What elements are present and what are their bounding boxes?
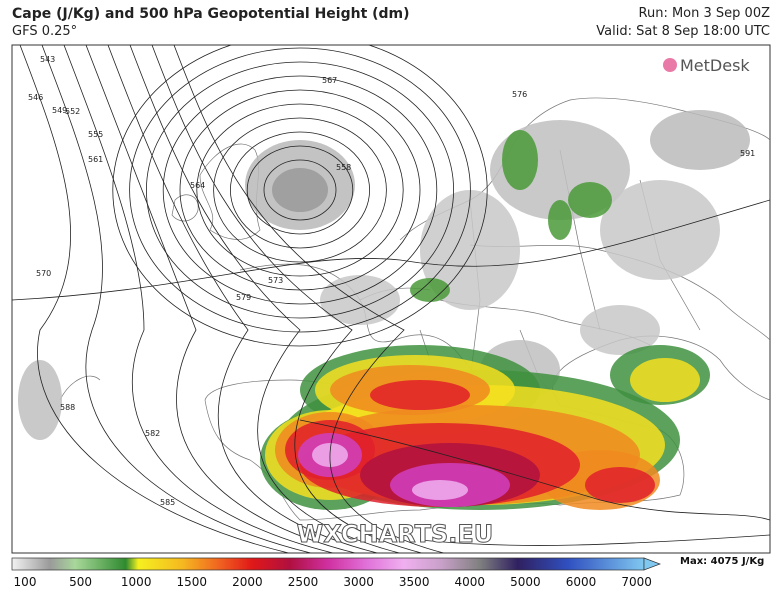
contour-line [162, 75, 438, 305]
coastline [59, 375, 101, 401]
shaded-area [548, 200, 572, 240]
colorbar [11, 557, 645, 571]
colorbar-label: 500 [69, 575, 93, 589]
contour-line [145, 61, 455, 319]
logo-icon [663, 58, 677, 72]
valid-time: Valid: Sat 8 Sep 18:00 UTC [596, 24, 770, 39]
contour-label: 546 [28, 93, 43, 102]
colorbar-label: 2500 [287, 575, 319, 589]
contour-line [173, 45, 446, 553]
shaded-area [568, 182, 612, 218]
shaded-area [600, 180, 720, 280]
colorbar-label: 1000 [120, 575, 152, 589]
shaded-area [412, 480, 468, 500]
shaded-area [580, 305, 660, 355]
contour-label: 543 [40, 55, 55, 64]
logo: MetDesk [680, 56, 750, 75]
contour-label: 549 [52, 106, 67, 115]
colorbar-label: 1500 [176, 575, 208, 589]
shaded-area [410, 278, 450, 302]
contour-line [263, 159, 337, 221]
contour-line [107, 45, 379, 553]
contour-line [12, 199, 770, 301]
contour-line [196, 103, 404, 277]
run-time: Run: Mon 3 Sep 00Z [638, 6, 770, 21]
colorbar-label: 4000 [454, 575, 486, 589]
contour-label: 567 [322, 76, 337, 85]
shaded-area [420, 190, 520, 310]
shaded-area [272, 168, 328, 212]
contour-line [299, 419, 770, 521]
contour-line [19, 45, 291, 553]
colorbar-label: 100 [13, 575, 37, 589]
shaded-area [650, 110, 750, 170]
contour-label: 576 [512, 90, 527, 99]
contour-label: 561 [88, 155, 103, 164]
shaded-area [585, 467, 655, 503]
watermark: WXCHARTS.EU [297, 520, 493, 548]
colorbar-label: 5000 [510, 575, 541, 589]
shaded-area [18, 360, 62, 440]
shaded-area [370, 380, 470, 410]
contour-line [229, 131, 370, 249]
colorbar-label: 2000 [232, 575, 263, 589]
contour-line [85, 45, 357, 553]
shaded-area [502, 130, 538, 190]
contour-label: 555 [88, 130, 103, 139]
shaded-area [630, 358, 700, 402]
coastline [171, 194, 199, 222]
shaded-area [320, 275, 400, 325]
contour-line [129, 45, 402, 553]
colorbar-arrow [643, 557, 661, 571]
title: Cape (J/Kg) and 500 hPa Geopotential Hei… [12, 6, 410, 22]
contour-label: 558 [336, 163, 351, 172]
contour-label: 573 [268, 276, 283, 285]
contour-label: 591 [740, 149, 755, 158]
colorbar-label: 3000 [343, 575, 374, 589]
colorbar-label: 7000 [621, 575, 652, 589]
contour-label: 570 [36, 269, 51, 278]
contour-line [41, 45, 313, 553]
contour-label: 588 [60, 403, 75, 412]
contour-line [151, 45, 424, 553]
contour-line [63, 45, 335, 553]
contour-label: 579 [236, 293, 251, 302]
contour-line [112, 45, 488, 347]
contour-label: 552 [65, 107, 80, 116]
contour-label: 564 [190, 181, 205, 190]
max-label: Max: 4075 J/Kg [680, 556, 765, 567]
contour-line [419, 534, 770, 546]
contour-label: 582 [145, 429, 160, 438]
subtitle: GFS 0.25° [12, 24, 78, 39]
colorbar-label: 6000 [565, 575, 597, 589]
colorbar-label: 3500 [398, 575, 430, 589]
contour-line [129, 47, 471, 333]
contour-line [246, 145, 354, 235]
contour-line [213, 117, 387, 263]
contour-label: 585 [160, 498, 175, 507]
coastline [199, 143, 261, 240]
